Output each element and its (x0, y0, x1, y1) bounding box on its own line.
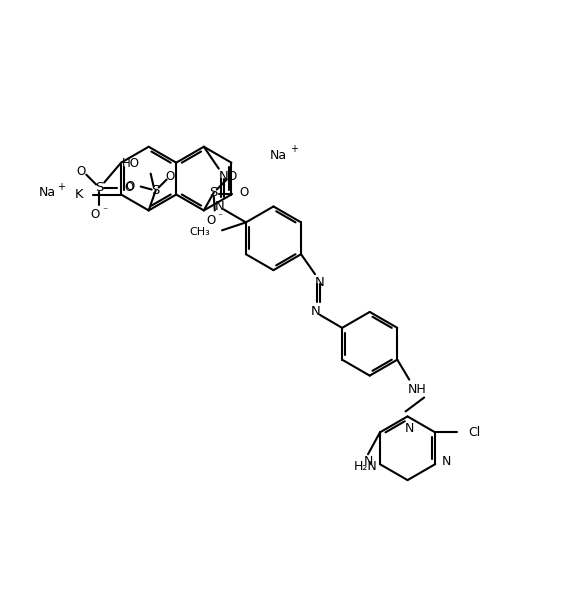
Text: ⁻: ⁻ (217, 212, 222, 222)
Text: H₂N: H₂N (354, 460, 378, 472)
Text: S: S (151, 184, 160, 197)
Text: N: N (442, 454, 452, 468)
Text: N: N (215, 200, 224, 213)
Text: O: O (125, 180, 134, 193)
Text: O: O (240, 186, 249, 199)
Text: N: N (219, 170, 228, 183)
Text: N: N (315, 276, 325, 289)
Text: O: O (227, 170, 236, 183)
Text: O: O (165, 170, 174, 183)
Text: O: O (91, 208, 100, 221)
Text: NH: NH (408, 383, 427, 396)
Text: O: O (77, 165, 86, 178)
Text: Cl: Cl (468, 426, 480, 439)
Text: HO: HO (122, 157, 140, 170)
Text: S: S (210, 186, 218, 199)
Text: CH₃: CH₃ (190, 227, 210, 237)
Text: +: + (57, 182, 66, 191)
Text: S: S (95, 181, 103, 194)
Text: ⁻: ⁻ (103, 206, 108, 216)
Text: O: O (124, 181, 133, 194)
Text: O: O (206, 214, 215, 227)
Text: +: + (291, 144, 299, 154)
Text: Na: Na (39, 186, 56, 199)
Text: N: N (311, 306, 321, 319)
Text: Na: Na (270, 149, 287, 162)
Text: N: N (405, 422, 414, 435)
Text: N: N (364, 454, 373, 468)
Text: K: K (75, 188, 83, 201)
